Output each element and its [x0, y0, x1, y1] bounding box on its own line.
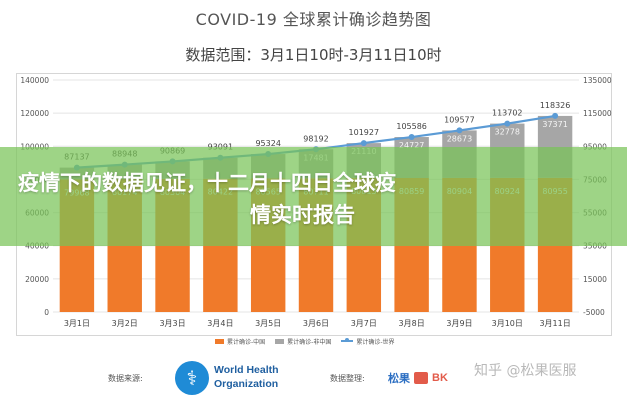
brand-mark: BK [432, 372, 448, 384]
who-name-line-2: Organization [214, 378, 279, 390]
line-label-world: 109577 [444, 115, 475, 124]
x-tick-label: 3月8日 [399, 319, 425, 328]
x-tick-label: 3月11日 [539, 319, 570, 328]
who-name-line-1: World Health [214, 364, 279, 376]
x-tick-label: 3月9日 [446, 319, 472, 328]
x-tick-label: 3月7日 [351, 319, 377, 328]
who-name: World Health Organization [214, 363, 314, 391]
who-logo: ⚕ World Health Organization [175, 360, 305, 396]
legend-item-china: 累计确诊-中国 [215, 337, 265, 346]
line-label-world: 118326 [540, 101, 571, 110]
y-tick-label: 0 [44, 308, 49, 317]
x-tick-label: 3月2日 [112, 319, 138, 328]
legend-item-non-china: 累计确诊-非中国 [275, 337, 331, 346]
source-label: 数据来源: [108, 374, 143, 383]
chart-subtitle: 数据范围：3月1日10时-3月11日10时 [185, 46, 442, 64]
line-label-world: 98192 [303, 134, 328, 143]
y2-tick-label: 35000 [583, 242, 607, 251]
point-world [504, 120, 511, 127]
line-label-world: 105586 [396, 122, 427, 131]
point-world [360, 140, 367, 147]
x-tick-label: 3月3日 [159, 319, 185, 328]
legend-label-non-china: 累计确诊-非中国 [287, 338, 332, 346]
y2-tick-label: 95000 [583, 142, 607, 151]
point-world [456, 127, 463, 134]
line-label-world: 95324 [255, 139, 280, 148]
brand-name: 松果 [388, 372, 410, 385]
bar-label-non-china: 37371 [542, 120, 567, 129]
line-label-world: 113702 [492, 109, 523, 118]
brand-cube-icon [414, 372, 428, 384]
point-world [408, 134, 415, 141]
x-tick-label: 3月4日 [207, 319, 233, 328]
legend-label-china: 累计确诊-中国 [227, 338, 266, 346]
y-tick-label: 40000 [25, 242, 49, 251]
y2-tick-label: -5000 [583, 308, 605, 317]
watermark: 知乎 @松果医服 [474, 363, 577, 379]
y2-tick-label: 135000 [583, 76, 612, 85]
y2-tick-label: 15000 [583, 275, 607, 284]
legend-line-world [341, 338, 354, 342]
line-label-world: 101927 [349, 128, 380, 137]
bar-label-non-china: 32778 [495, 128, 520, 137]
chart-legend: 累计确诊-中国 累计确诊-非中国 累计确诊-世界 [215, 336, 395, 346]
legend-swatch-non-china [275, 338, 285, 344]
legend-item-world: 累计确诊-世界 [341, 337, 395, 346]
compiled-label: 数据整理: [330, 374, 365, 383]
headline-line-1: 疫情下的数据见证，十二月十四日全球疫 [18, 171, 396, 195]
bar-label-non-china: 28673 [447, 134, 472, 143]
point-world [552, 112, 559, 119]
bar-label-non-china: 24727 [399, 141, 424, 150]
x-tick-label: 3月10日 [492, 319, 523, 328]
y-tick-label: 100000 [20, 142, 49, 151]
y2-tick-label: 115000 [583, 109, 612, 118]
y-tick-label: 140000 [20, 76, 49, 85]
headline-banner: 疫情下的数据见证，十二月十四日全球疫 情实时报告 [0, 147, 627, 246]
headline-text: 疫情下的数据见证，十二月十四日全球疫 情实时报告 [18, 167, 618, 231]
legend-label-world: 累计确诊-世界 [356, 338, 395, 346]
x-tick-label: 3月1日 [64, 319, 90, 328]
legend-swatch-china [215, 338, 224, 344]
x-tick-label: 3月6日 [303, 319, 329, 328]
x-tick-label: 3月5日 [255, 319, 281, 328]
chart-footer: 数据来源: ⚕ World Health Organization 数据整理: … [0, 352, 627, 400]
chart-title: COVID-19 全球累计确诊趋势图 [195, 10, 432, 29]
y-tick-label: 120000 [20, 109, 49, 118]
y-tick-label: 20000 [25, 275, 49, 284]
headline-line-2: 情实时报告 [250, 203, 355, 227]
brand-logo: 松果 BK [388, 366, 448, 390]
who-emblem-icon: ⚕ [175, 361, 209, 395]
